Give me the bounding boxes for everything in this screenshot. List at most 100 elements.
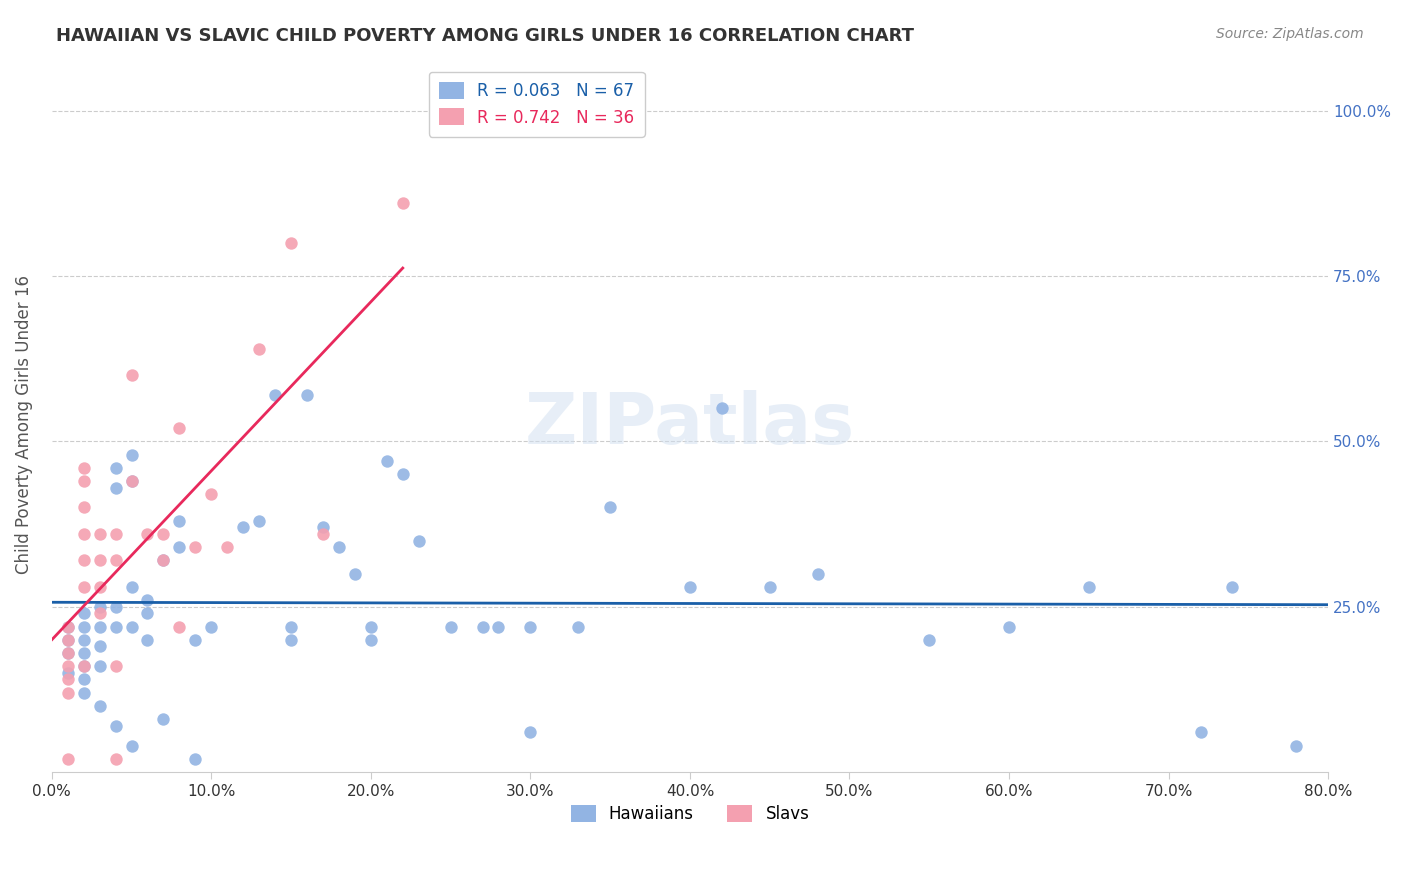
Point — [121, 448, 143, 462]
Point — [200, 487, 222, 501]
Point — [73, 527, 96, 541]
Point — [232, 520, 254, 534]
Point — [152, 553, 174, 567]
Point — [391, 467, 413, 482]
Point — [184, 632, 207, 647]
Point — [679, 580, 702, 594]
Point — [295, 388, 318, 402]
Point — [758, 580, 780, 594]
Point — [121, 619, 143, 633]
Point — [121, 368, 143, 383]
Point — [73, 580, 96, 594]
Point — [121, 580, 143, 594]
Point — [89, 599, 111, 614]
Point — [1189, 725, 1212, 739]
Point — [343, 566, 366, 581]
Point — [280, 619, 302, 633]
Point — [73, 607, 96, 621]
Point — [136, 593, 159, 607]
Point — [806, 566, 828, 581]
Point — [136, 607, 159, 621]
Point — [998, 619, 1021, 633]
Point — [89, 640, 111, 654]
Point — [104, 659, 127, 673]
Point — [121, 474, 143, 488]
Point — [184, 752, 207, 766]
Point — [439, 619, 461, 633]
Point — [217, 540, 239, 554]
Point — [104, 553, 127, 567]
Point — [136, 632, 159, 647]
Point — [56, 619, 79, 633]
Point — [200, 619, 222, 633]
Point — [73, 500, 96, 515]
Point — [328, 540, 350, 554]
Point — [312, 520, 335, 534]
Point — [104, 481, 127, 495]
Text: HAWAIIAN VS SLAVIC CHILD POVERTY AMONG GIRLS UNDER 16 CORRELATION CHART: HAWAIIAN VS SLAVIC CHILD POVERTY AMONG G… — [56, 27, 914, 45]
Point — [56, 619, 79, 633]
Point — [152, 553, 174, 567]
Point — [56, 659, 79, 673]
Point — [89, 619, 111, 633]
Point — [280, 632, 302, 647]
Text: Source: ZipAtlas.com: Source: ZipAtlas.com — [1216, 27, 1364, 41]
Point — [56, 646, 79, 660]
Point — [104, 752, 127, 766]
Point — [89, 553, 111, 567]
Point — [710, 401, 733, 416]
Y-axis label: Child Poverty Among Girls Under 16: Child Poverty Among Girls Under 16 — [15, 276, 32, 574]
Point — [312, 527, 335, 541]
Point — [264, 388, 287, 402]
Point — [56, 646, 79, 660]
Point — [73, 460, 96, 475]
Point — [1285, 739, 1308, 753]
Point — [104, 619, 127, 633]
Point — [1077, 580, 1099, 594]
Point — [599, 500, 621, 515]
Point — [375, 454, 398, 468]
Point — [121, 474, 143, 488]
Point — [56, 686, 79, 700]
Point — [169, 514, 191, 528]
Point — [73, 686, 96, 700]
Point — [73, 632, 96, 647]
Point — [104, 527, 127, 541]
Point — [121, 739, 143, 753]
Point — [471, 619, 494, 633]
Point — [104, 460, 127, 475]
Point — [56, 632, 79, 647]
Point — [73, 673, 96, 687]
Point — [89, 607, 111, 621]
Point — [169, 540, 191, 554]
Point — [73, 474, 96, 488]
Point — [360, 632, 382, 647]
Point — [73, 646, 96, 660]
Point — [152, 712, 174, 726]
Point — [104, 719, 127, 733]
Point — [56, 673, 79, 687]
Point — [184, 540, 207, 554]
Point — [567, 619, 589, 633]
Point — [56, 665, 79, 680]
Point — [56, 632, 79, 647]
Point — [73, 553, 96, 567]
Point — [280, 235, 302, 250]
Point — [89, 580, 111, 594]
Text: ZIPatlas: ZIPatlas — [524, 390, 855, 459]
Point — [247, 342, 270, 356]
Point — [1222, 580, 1244, 594]
Point — [104, 599, 127, 614]
Point — [488, 619, 510, 633]
Legend: Hawaiians, Slavs: Hawaiians, Slavs — [561, 795, 820, 833]
Point — [519, 725, 541, 739]
Point — [247, 514, 270, 528]
Point — [169, 619, 191, 633]
Point — [89, 527, 111, 541]
Point — [408, 533, 430, 548]
Point — [360, 619, 382, 633]
Point — [73, 659, 96, 673]
Point — [519, 619, 541, 633]
Point — [169, 421, 191, 435]
Point — [89, 698, 111, 713]
